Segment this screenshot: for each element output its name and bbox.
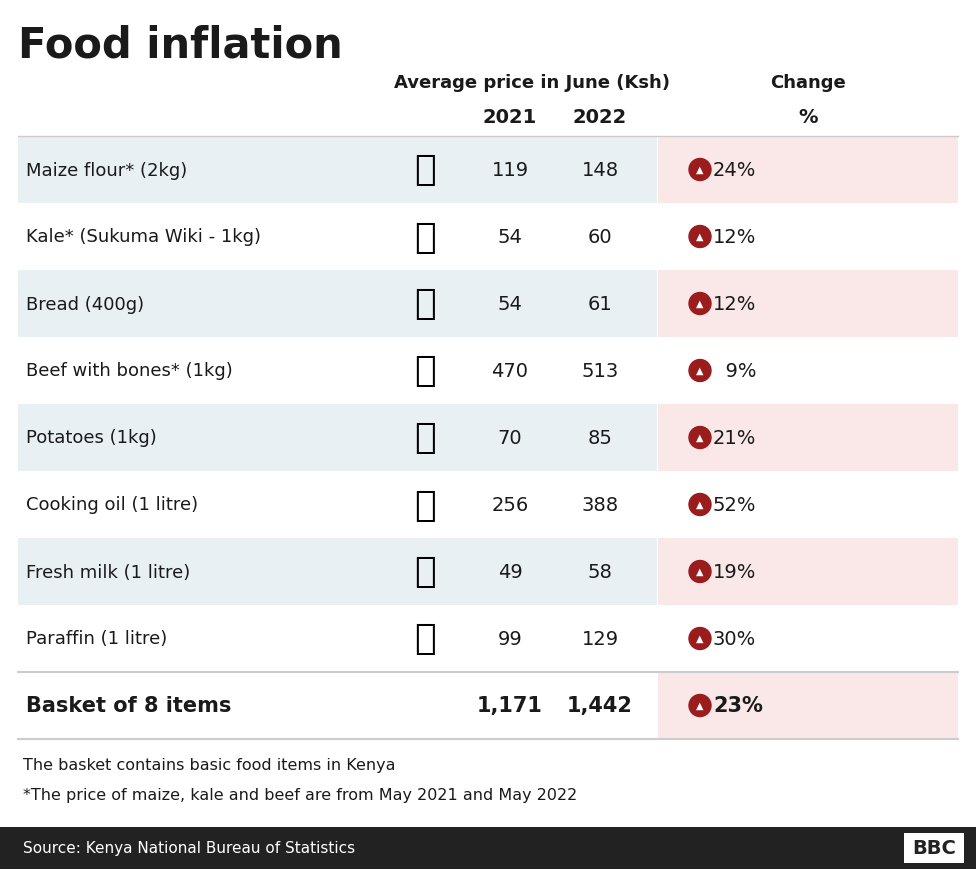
Text: ▲: ▲	[696, 432, 704, 442]
Text: Paraffin (1 litre): Paraffin (1 litre)	[26, 630, 167, 647]
Text: ▲: ▲	[696, 633, 704, 643]
Text: 470: 470	[492, 362, 528, 381]
Bar	[658, 136, 958, 203]
Text: 513: 513	[582, 362, 619, 381]
Bar	[18, 405, 657, 472]
Bar	[18, 136, 657, 203]
Bar	[658, 270, 958, 338]
Text: 54: 54	[498, 228, 522, 247]
Bar	[18, 270, 657, 338]
Text: Bread (400g): Bread (400g)	[26, 295, 144, 313]
Text: Average price in June (Ksh): Average price in June (Ksh)	[394, 74, 671, 92]
Circle shape	[689, 159, 711, 182]
Text: 2021: 2021	[483, 108, 537, 127]
Text: 21%: 21%	[713, 428, 756, 448]
Text: 1,171: 1,171	[477, 696, 543, 716]
Text: 119: 119	[492, 161, 529, 180]
Bar	[658, 539, 958, 606]
Circle shape	[689, 226, 711, 249]
Text: 2022: 2022	[573, 108, 628, 127]
Text: Basket of 8 items: Basket of 8 items	[26, 696, 231, 716]
Text: 🥩: 🥩	[414, 354, 436, 388]
Text: Beef with bones* (1kg): Beef with bones* (1kg)	[26, 362, 232, 380]
Text: 24%: 24%	[713, 161, 756, 180]
Bar	[658, 405, 958, 472]
Bar	[18, 539, 657, 606]
Text: ▲: ▲	[696, 365, 704, 375]
Text: Potatoes (1kg): Potatoes (1kg)	[26, 429, 157, 447]
Circle shape	[689, 360, 711, 382]
Text: Maize flour* (2kg): Maize flour* (2kg)	[26, 162, 187, 179]
Text: 🥛: 🥛	[414, 555, 436, 589]
Text: Source: Kenya National Bureau of Statistics: Source: Kenya National Bureau of Statist…	[23, 840, 355, 855]
Bar	[0, 827, 976, 869]
Text: BBC: BBC	[912, 839, 956, 858]
Text: ▲: ▲	[696, 298, 704, 308]
Text: Change: Change	[770, 74, 846, 92]
Circle shape	[689, 561, 711, 583]
Circle shape	[689, 627, 711, 650]
Text: 🍞: 🍞	[414, 287, 436, 322]
Circle shape	[689, 494, 711, 516]
Text: 85: 85	[588, 428, 612, 448]
Text: Cooking oil (1 litre): Cooking oil (1 litre)	[26, 496, 198, 514]
Text: 🪣: 🪣	[414, 622, 436, 656]
Text: 🥬: 🥬	[414, 220, 436, 255]
Text: The basket contains basic food items in Kenya: The basket contains basic food items in …	[23, 757, 395, 773]
Text: ▲: ▲	[696, 499, 704, 509]
Circle shape	[689, 293, 711, 315]
Text: 388: 388	[582, 495, 619, 514]
Text: 49: 49	[498, 562, 522, 581]
Text: *The price of maize, kale and beef are from May 2021 and May 2022: *The price of maize, kale and beef are f…	[23, 787, 577, 802]
Circle shape	[689, 427, 711, 449]
Text: 9%: 9%	[713, 362, 756, 381]
Text: 1,442: 1,442	[567, 696, 633, 716]
Text: 🥔: 🥔	[414, 421, 436, 455]
Bar	[904, 833, 964, 863]
Text: 12%: 12%	[713, 228, 756, 247]
Text: 60: 60	[588, 228, 612, 247]
Text: %: %	[798, 108, 818, 127]
Text: 99: 99	[498, 629, 522, 648]
Text: 54: 54	[498, 295, 522, 314]
Text: 61: 61	[588, 295, 612, 314]
Text: 148: 148	[582, 161, 619, 180]
Text: 🌾: 🌾	[414, 153, 436, 188]
Text: 70: 70	[498, 428, 522, 448]
Text: 58: 58	[588, 562, 612, 581]
Text: ▲: ▲	[696, 700, 704, 710]
Text: ▲: ▲	[696, 231, 704, 242]
Text: 129: 129	[582, 629, 619, 648]
Text: 🫙: 🫙	[414, 488, 436, 522]
Text: Kale* (Sukuma Wiki - 1kg): Kale* (Sukuma Wiki - 1kg)	[26, 229, 261, 246]
Text: ▲: ▲	[696, 566, 704, 576]
Text: Fresh milk (1 litre): Fresh milk (1 litre)	[26, 563, 190, 580]
Text: Food inflation: Food inflation	[18, 25, 343, 67]
Circle shape	[689, 694, 711, 717]
Bar	[658, 673, 958, 740]
Text: ▲: ▲	[696, 164, 704, 175]
Text: 23%: 23%	[713, 696, 763, 716]
Text: 30%: 30%	[713, 629, 756, 648]
Text: 19%: 19%	[713, 562, 756, 581]
Text: 256: 256	[491, 495, 529, 514]
Text: 52%: 52%	[713, 495, 756, 514]
Text: 12%: 12%	[713, 295, 756, 314]
